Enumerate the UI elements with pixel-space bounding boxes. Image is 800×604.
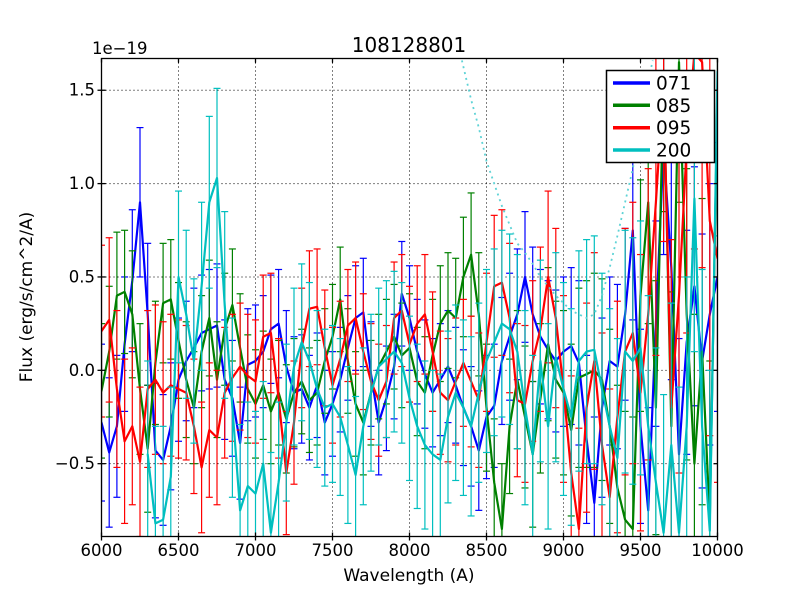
- legend-label-085: 085: [656, 96, 691, 117]
- y-axis-label: Flux (erg/s/cm^2/A): [17, 212, 37, 383]
- y-tick-label-1: 1.0: [69, 174, 95, 193]
- data-series: [101, 58, 718, 537]
- y-tick-label-0: 0.0: [69, 361, 95, 380]
- x-tick-label-6000: 6000: [81, 541, 123, 560]
- legend-box: [605, 69, 716, 164]
- chart-title: 108128801: [352, 33, 467, 57]
- legend-label-071: 071: [656, 74, 691, 95]
- line-200: [146, 70, 718, 534]
- x-tick-label-10000: 10000: [691, 541, 744, 560]
- y-tick-label--0.5: −0.5: [55, 454, 95, 473]
- series-200: [144, 58, 718, 537]
- x-axis-label: Wavelength (A): [343, 566, 474, 586]
- x-tick-label-9000: 9000: [543, 541, 585, 560]
- y-offset-label: 1e−19: [92, 39, 147, 58]
- y-tick-label-1.5: 1.5: [69, 81, 95, 100]
- x-tick-label-9500: 9500: [620, 541, 662, 560]
- x-tick-label-6500: 6500: [158, 541, 200, 560]
- x-tick-label-8500: 8500: [466, 541, 508, 560]
- x-tick-label-8000: 8000: [389, 541, 431, 560]
- x-tick-label-7000: 7000: [235, 541, 277, 560]
- y-tick-label-0.5: 0.5: [69, 267, 95, 286]
- legend-label-200: 200: [656, 141, 691, 162]
- legend-label-095: 095: [656, 118, 691, 139]
- axes-and-ticks: 6000 6500 7000 7500 8000 8500 9000 9500 10000 −0.…: [55, 57, 744, 560]
- cyan-dotted-curve: [461, 60, 654, 319]
- x-tick-label-7500: 7500: [312, 541, 354, 560]
